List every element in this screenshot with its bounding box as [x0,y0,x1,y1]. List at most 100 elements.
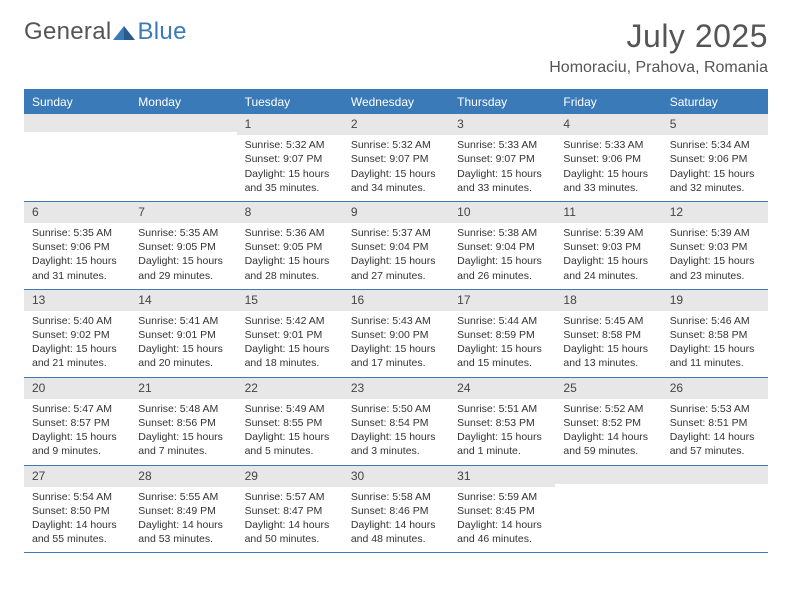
day-header: Saturday [662,91,768,114]
location-text: Homoraciu, Prahova, Romania [549,59,768,77]
daylight-text: Daylight: 15 hours and 9 minutes. [32,430,122,458]
day-header: Monday [130,91,236,114]
day-number: 30 [343,466,449,487]
daylight-text: Daylight: 14 hours and 55 minutes. [32,518,122,546]
sunrise-text: Sunrise: 5:33 AM [457,138,547,152]
calendar-cell: 30Sunrise: 5:58 AMSunset: 8:46 PMDayligh… [343,466,449,553]
calendar-page: General Blue July 2025 Homoraciu, Prahov… [0,0,792,573]
brand-triangle-icon [113,24,135,40]
cell-body: Sunrise: 5:34 AMSunset: 9:06 PMDaylight:… [662,135,768,201]
day-number: 3 [449,114,555,135]
sunrise-text: Sunrise: 5:47 AM [32,402,122,416]
calendar-cell [130,114,236,201]
calendar-cell: 24Sunrise: 5:51 AMSunset: 8:53 PMDayligh… [449,378,555,465]
calendar-cell: 5Sunrise: 5:34 AMSunset: 9:06 PMDaylight… [662,114,768,201]
sunset-text: Sunset: 9:07 PM [351,152,441,166]
month-title: July 2025 [549,18,768,55]
day-number: 5 [662,114,768,135]
calendar-cell: 16Sunrise: 5:43 AMSunset: 9:00 PMDayligh… [343,290,449,377]
sunset-text: Sunset: 8:54 PM [351,416,441,430]
cell-body: Sunrise: 5:46 AMSunset: 8:58 PMDaylight:… [662,311,768,377]
cell-body: Sunrise: 5:49 AMSunset: 8:55 PMDaylight:… [237,399,343,465]
day-number: 19 [662,290,768,311]
cell-body: Sunrise: 5:40 AMSunset: 9:02 PMDaylight:… [24,311,130,377]
day-header: Friday [555,91,661,114]
sunset-text: Sunset: 9:03 PM [563,240,653,254]
cell-body: Sunrise: 5:37 AMSunset: 9:04 PMDaylight:… [343,223,449,289]
day-number: 8 [237,202,343,223]
sunrise-text: Sunrise: 5:44 AM [457,314,547,328]
sunrise-text: Sunrise: 5:49 AM [245,402,335,416]
cell-body [662,484,768,493]
calendar-cell: 31Sunrise: 5:59 AMSunset: 8:45 PMDayligh… [449,466,555,553]
sunset-text: Sunset: 8:55 PM [245,416,335,430]
day-number: 7 [130,202,236,223]
day-number: 18 [555,290,661,311]
daylight-text: Daylight: 15 hours and 13 minutes. [563,342,653,370]
cell-body: Sunrise: 5:41 AMSunset: 9:01 PMDaylight:… [130,311,236,377]
daylight-text: Daylight: 15 hours and 21 minutes. [32,342,122,370]
sunrise-text: Sunrise: 5:59 AM [457,490,547,504]
day-number: 14 [130,290,236,311]
sunrise-text: Sunrise: 5:41 AM [138,314,228,328]
daylight-text: Daylight: 14 hours and 53 minutes. [138,518,228,546]
sunset-text: Sunset: 9:06 PM [563,152,653,166]
sunset-text: Sunset: 8:58 PM [670,328,760,342]
day-number: 4 [555,114,661,135]
sunset-text: Sunset: 8:58 PM [563,328,653,342]
day-number: 28 [130,466,236,487]
day-number: 24 [449,378,555,399]
cell-body: Sunrise: 5:54 AMSunset: 8:50 PMDaylight:… [24,487,130,553]
cell-body: Sunrise: 5:50 AMSunset: 8:54 PMDaylight:… [343,399,449,465]
sunset-text: Sunset: 9:07 PM [457,152,547,166]
day-number: 15 [237,290,343,311]
sunrise-text: Sunrise: 5:43 AM [351,314,441,328]
calendar-cell: 8Sunrise: 5:36 AMSunset: 9:05 PMDaylight… [237,202,343,289]
sunrise-text: Sunrise: 5:51 AM [457,402,547,416]
sunrise-text: Sunrise: 5:40 AM [32,314,122,328]
sunset-text: Sunset: 9:05 PM [245,240,335,254]
sunset-text: Sunset: 8:51 PM [670,416,760,430]
daylight-text: Daylight: 14 hours and 48 minutes. [351,518,441,546]
daylight-text: Daylight: 15 hours and 28 minutes. [245,254,335,282]
daylight-text: Daylight: 14 hours and 59 minutes. [563,430,653,458]
day-number: 22 [237,378,343,399]
page-header: General Blue July 2025 Homoraciu, Prahov… [24,18,768,77]
day-number [555,466,661,484]
sunset-text: Sunset: 9:05 PM [138,240,228,254]
cell-body [130,132,236,141]
sunset-text: Sunset: 9:01 PM [138,328,228,342]
cell-body: Sunrise: 5:58 AMSunset: 8:46 PMDaylight:… [343,487,449,553]
daylight-text: Daylight: 15 hours and 15 minutes. [457,342,547,370]
sunset-text: Sunset: 9:04 PM [457,240,547,254]
calendar-cell: 2Sunrise: 5:32 AMSunset: 9:07 PMDaylight… [343,114,449,201]
calendar-cell: 7Sunrise: 5:35 AMSunset: 9:05 PMDaylight… [130,202,236,289]
cell-body: Sunrise: 5:42 AMSunset: 9:01 PMDaylight:… [237,311,343,377]
calendar-cell: 15Sunrise: 5:42 AMSunset: 9:01 PMDayligh… [237,290,343,377]
calendar-week: 20Sunrise: 5:47 AMSunset: 8:57 PMDayligh… [24,378,768,466]
brand-part1: General [24,18,111,46]
daylight-text: Daylight: 15 hours and 26 minutes. [457,254,547,282]
sunset-text: Sunset: 9:00 PM [351,328,441,342]
cell-body: Sunrise: 5:39 AMSunset: 9:03 PMDaylight:… [555,223,661,289]
calendar-cell: 9Sunrise: 5:37 AMSunset: 9:04 PMDaylight… [343,202,449,289]
day-number: 25 [555,378,661,399]
calendar-cell: 1Sunrise: 5:32 AMSunset: 9:07 PMDaylight… [237,114,343,201]
calendar-cell [555,466,661,553]
sunset-text: Sunset: 9:01 PM [245,328,335,342]
daylight-text: Daylight: 14 hours and 46 minutes. [457,518,547,546]
cell-body: Sunrise: 5:48 AMSunset: 8:56 PMDaylight:… [130,399,236,465]
calendar-cell: 6Sunrise: 5:35 AMSunset: 9:06 PMDaylight… [24,202,130,289]
daylight-text: Daylight: 14 hours and 50 minutes. [245,518,335,546]
daylight-text: Daylight: 15 hours and 31 minutes. [32,254,122,282]
calendar-cell: 12Sunrise: 5:39 AMSunset: 9:03 PMDayligh… [662,202,768,289]
daylight-text: Daylight: 15 hours and 18 minutes. [245,342,335,370]
day-number: 11 [555,202,661,223]
day-number: 27 [24,466,130,487]
brand-part2: Blue [137,18,186,46]
cell-body: Sunrise: 5:32 AMSunset: 9:07 PMDaylight:… [343,135,449,201]
cell-body: Sunrise: 5:55 AMSunset: 8:49 PMDaylight:… [130,487,236,553]
cell-body: Sunrise: 5:51 AMSunset: 8:53 PMDaylight:… [449,399,555,465]
sunset-text: Sunset: 9:04 PM [351,240,441,254]
sunrise-text: Sunrise: 5:32 AM [245,138,335,152]
